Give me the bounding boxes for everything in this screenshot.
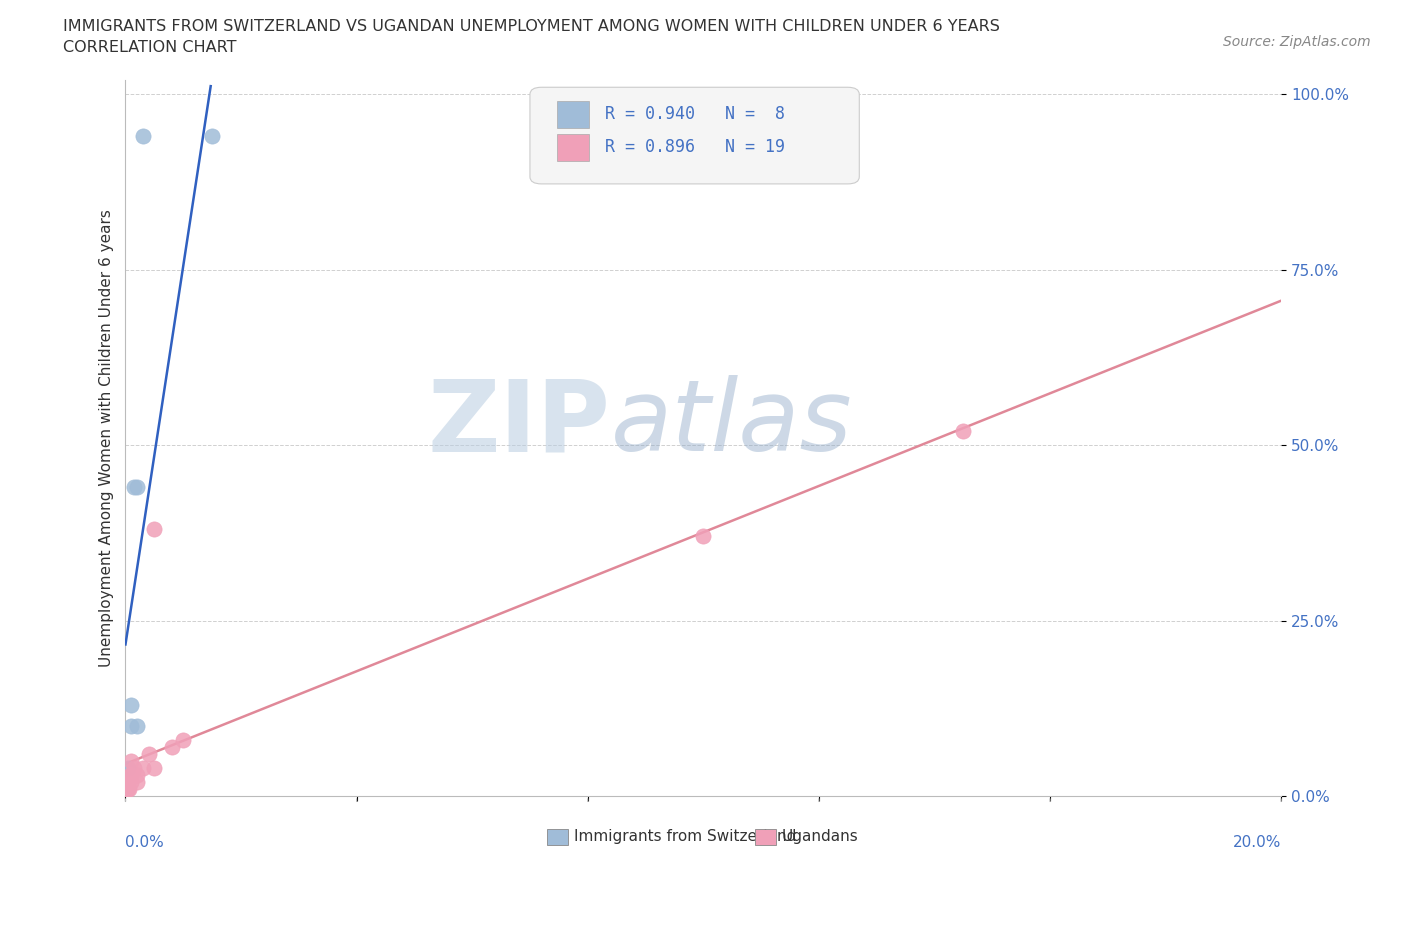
Point: [118, 781, 141, 796]
Point: [692, 529, 714, 544]
Point: [143, 761, 166, 776]
Point: [120, 718, 142, 733]
Point: [143, 522, 166, 537]
Point: [115, 781, 138, 796]
Point: [125, 775, 148, 790]
Text: Source: ZipAtlas.com: Source: ZipAtlas.com: [1223, 35, 1371, 49]
Point: [117, 781, 139, 796]
Text: ZIP: ZIP: [427, 375, 610, 472]
Text: R = 0.896   N = 19: R = 0.896 N = 19: [605, 139, 785, 156]
Point: [201, 129, 224, 144]
Point: [125, 767, 148, 782]
Text: R = 0.940   N =  8: R = 0.940 N = 8: [605, 105, 785, 124]
Point: [952, 423, 974, 438]
Text: atlas: atlas: [610, 375, 852, 472]
Point: [125, 718, 148, 733]
Point: [172, 733, 194, 748]
FancyBboxPatch shape: [530, 87, 859, 184]
Text: CORRELATION CHART: CORRELATION CHART: [63, 40, 236, 55]
Text: 20.0%: 20.0%: [1233, 835, 1281, 850]
Point: [117, 775, 139, 790]
FancyBboxPatch shape: [557, 134, 589, 161]
Y-axis label: Unemployment Among Women with Children Under 6 years: Unemployment Among Women with Children U…: [100, 209, 114, 667]
Point: [160, 739, 183, 754]
Point: [122, 761, 145, 776]
Point: [120, 698, 142, 712]
Point: [117, 761, 139, 776]
Point: [132, 129, 155, 144]
Point: [120, 775, 142, 790]
Point: [120, 753, 142, 768]
Point: [132, 761, 155, 776]
FancyBboxPatch shape: [547, 829, 568, 844]
Text: Immigrants from Switzerland: Immigrants from Switzerland: [574, 830, 796, 844]
Text: Ugandans: Ugandans: [782, 830, 859, 844]
FancyBboxPatch shape: [557, 100, 589, 128]
Text: 0.0%: 0.0%: [125, 835, 165, 850]
Point: [138, 747, 160, 762]
Point: [122, 480, 145, 495]
Point: [125, 480, 148, 495]
Text: IMMIGRANTS FROM SWITZERLAND VS UGANDAN UNEMPLOYMENT AMONG WOMEN WITH CHILDREN UN: IMMIGRANTS FROM SWITZERLAND VS UGANDAN U…: [63, 19, 1000, 33]
FancyBboxPatch shape: [755, 829, 776, 844]
Point: [120, 767, 142, 782]
Point: [120, 767, 142, 782]
